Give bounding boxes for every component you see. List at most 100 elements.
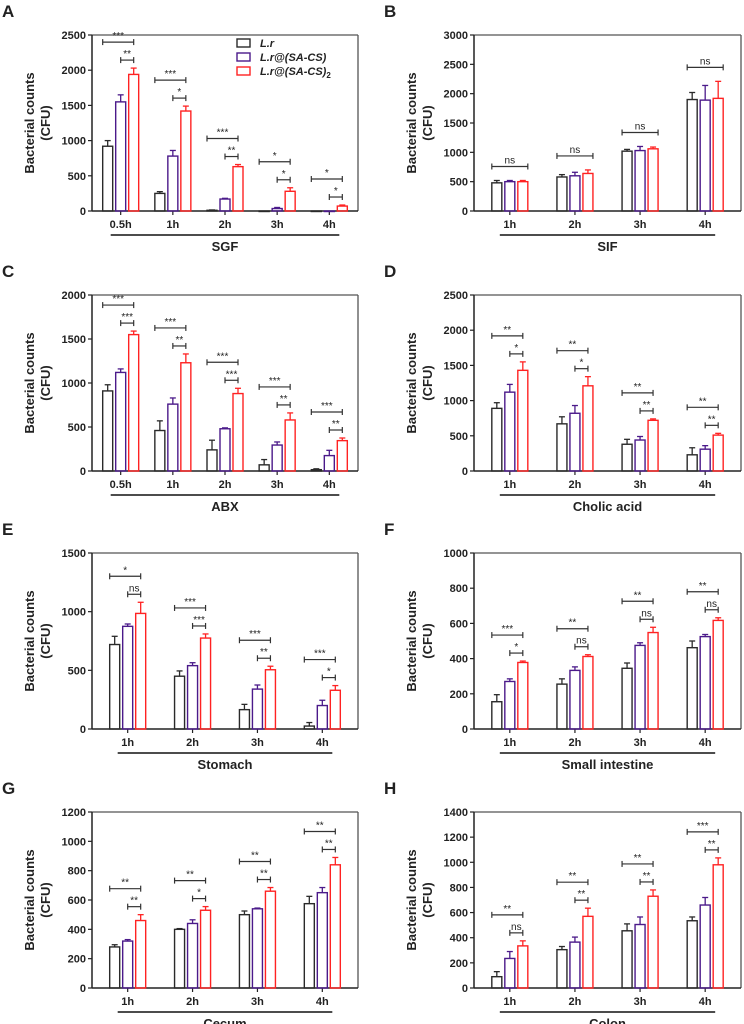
- bar-l-r: [556, 423, 568, 472]
- significance-label: **: [643, 871, 651, 882]
- bar-l-r: [491, 701, 503, 730]
- legend-label-subscript: 2: [326, 71, 331, 80]
- bar-l-r-sa-cs-2: [647, 895, 659, 989]
- panel-letter: E: [2, 520, 13, 539]
- legend-label: L.r@(SA-CS)2: [260, 66, 331, 80]
- x-tick-label: 1h: [503, 737, 516, 749]
- bar-l-r-sa-cs-2: [336, 439, 349, 472]
- legend-label: L.r: [260, 38, 275, 50]
- bar-l-r-sa-cs-2: [264, 669, 277, 730]
- bar-l-r: [101, 390, 114, 472]
- y-tick-label: 0: [80, 206, 86, 218]
- significance-label: ***: [164, 317, 176, 328]
- significance-label: **: [699, 581, 707, 592]
- significance-label: *: [579, 358, 583, 369]
- y-axis-label-unit: (CFU): [38, 105, 53, 140]
- bar-l-r-sa-cs-: [316, 704, 329, 730]
- panel-a: A 0 500 1000 1500 2000 2500 Bacterial counts (CF…: [2, 2, 359, 254]
- x-tick-label: 3h: [634, 737, 647, 749]
- bar-l-r-sa-cs-: [504, 391, 516, 472]
- y-tick-label: 500: [68, 171, 86, 183]
- significance-label: ***: [321, 401, 333, 412]
- x-axis-label: Cholic acid: [573, 499, 642, 514]
- bar-l-r: [686, 920, 698, 989]
- significance-label: ***: [217, 351, 229, 362]
- bar-l-r-sa-cs-: [186, 664, 199, 730]
- significance-label: **: [634, 590, 642, 601]
- significance-label: **: [569, 618, 577, 629]
- y-tick-label: 500: [450, 431, 468, 443]
- panel-h: H 0 200 400 600 800 1000 1200 1400 Bacterial coun…: [384, 779, 742, 1024]
- x-tick-label: 3h: [251, 996, 264, 1008]
- y-tick-label: 600: [68, 895, 86, 907]
- y-axis-label: Bacterial counts: [404, 332, 419, 433]
- significance-label: **: [634, 382, 642, 393]
- bar-l-r-sa-cs-: [699, 448, 711, 472]
- bar-l-r: [686, 454, 698, 472]
- y-tick-label: 400: [68, 924, 86, 936]
- bar-l-r-sa-cs-: [167, 155, 179, 212]
- y-tick-label: 1500: [62, 334, 86, 346]
- significance-label: **: [332, 419, 340, 430]
- y-axis-label-unit: (CFU): [420, 623, 435, 658]
- bar-l-r-sa-cs-2: [517, 369, 529, 472]
- bar-l-r: [154, 192, 166, 212]
- bar-l-r-sa-cs-2: [134, 919, 147, 989]
- y-tick-label: 1000: [444, 396, 468, 408]
- significance-label: ***: [314, 649, 326, 660]
- significance-label: **: [569, 871, 577, 882]
- bar-l-r: [491, 407, 503, 472]
- x-tick-label: 4h: [316, 737, 329, 749]
- bar-l-r: [556, 948, 568, 989]
- y-axis-label: Bacterial counts: [404, 72, 419, 173]
- bar-l-r-sa-cs-: [634, 644, 646, 730]
- bar-l-r-sa-cs-: [504, 180, 516, 212]
- significance-label: **: [325, 838, 333, 849]
- significance-label: *: [514, 343, 518, 354]
- y-tick-label: 0: [462, 466, 468, 478]
- x-axis-label: Small intestine: [562, 757, 654, 772]
- bar-l-r: [556, 683, 568, 730]
- bar-l-r-sa-cs-2: [284, 419, 296, 472]
- bar-l-r-sa-cs-2: [264, 890, 277, 989]
- bar-l-r-sa-cs-2: [582, 655, 594, 730]
- bar-l-r-sa-cs-2: [582, 172, 594, 212]
- bar-l-r-sa-cs-2: [647, 631, 659, 730]
- y-tick-label: 600: [450, 908, 468, 920]
- significance-label: **: [280, 394, 288, 405]
- bar-l-r-sa-cs-2: [127, 333, 140, 472]
- significance-label: ***: [112, 31, 124, 42]
- significance-label: **: [316, 820, 324, 831]
- y-tick-label: 500: [450, 177, 468, 189]
- y-tick-label: 0: [462, 724, 468, 736]
- bar-l-r: [108, 946, 121, 989]
- significance-label: *: [327, 667, 331, 678]
- y-axis-label-unit: (CFU): [420, 105, 435, 140]
- bar-l-r-sa-cs-2: [712, 97, 724, 212]
- bar-l-r-sa-cs-2: [517, 945, 529, 989]
- y-tick-label: 1500: [62, 548, 86, 560]
- significance-label: ***: [112, 294, 124, 305]
- bar-l-r: [686, 98, 698, 212]
- significance-label: **: [260, 647, 268, 658]
- y-tick-label: 200: [450, 958, 468, 970]
- y-tick-label: 1400: [444, 807, 468, 819]
- x-tick-label: 4h: [699, 737, 712, 749]
- bar-l-r: [238, 913, 251, 989]
- bar-l-r: [258, 210, 270, 213]
- bar-l-r-sa-cs-2: [284, 190, 296, 212]
- panel-letter: H: [384, 779, 396, 798]
- bar-l-r-sa-cs-: [699, 904, 711, 989]
- bar-l-r-sa-cs-: [121, 625, 134, 730]
- bar-l-r-sa-cs-: [569, 175, 581, 212]
- bar-l-r-sa-cs-: [323, 454, 336, 472]
- significance-label: **: [123, 49, 131, 60]
- bar-l-r-sa-cs-: [569, 669, 581, 730]
- bar-l-r: [686, 646, 698, 730]
- y-tick-label: 500: [68, 422, 86, 434]
- significance-label: ns: [706, 599, 717, 610]
- bar-l-r-sa-cs-: [167, 403, 179, 472]
- bar-l-r-sa-cs-: [219, 198, 231, 212]
- significance-label: ***: [697, 821, 709, 832]
